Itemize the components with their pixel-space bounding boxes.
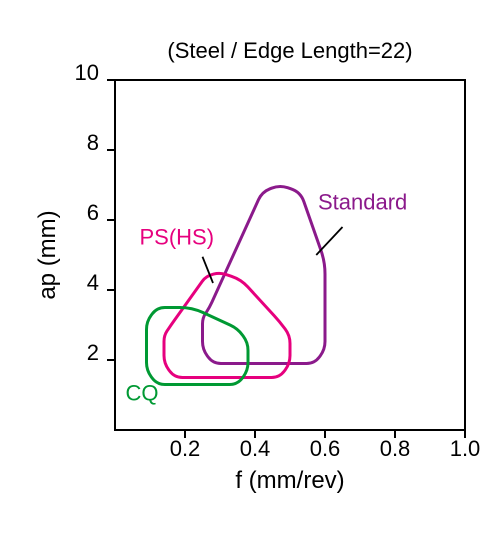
- y-tick-label: 4: [87, 270, 99, 295]
- x-tick-label: 0.2: [170, 436, 201, 461]
- x-axis-label: f (mm/rev): [235, 467, 344, 494]
- series-label-ps-hs-: PS(HS): [140, 225, 215, 250]
- y-tick-label: 10: [75, 60, 99, 85]
- x-tick-label: 1.0: [450, 436, 481, 461]
- y-axis-label: ap (mm): [34, 210, 61, 299]
- x-tick-label: 0.8: [380, 436, 411, 461]
- x-tick-label: 0.4: [240, 436, 271, 461]
- series-label-cq: CQ: [126, 380, 159, 405]
- chart-title: (Steel / Edge Length=22): [167, 38, 412, 63]
- x-tick-label: 0.6: [310, 436, 341, 461]
- series-label-standard: Standard: [318, 190, 407, 215]
- chart-root: Standard PS(HS) CQ 0.2 0.4 0.6 0.8 1.0 2 4 6 8 10 f (…: [0, 0, 500, 550]
- chart-svg: Standard PS(HS) CQ 0.2 0.4 0.6 0.8 1.0 2 4 6 8 10 f (…: [0, 0, 500, 550]
- y-tick-label: 2: [87, 340, 99, 365]
- y-tick-label: 6: [87, 200, 99, 225]
- y-tick-label: 8: [87, 130, 99, 155]
